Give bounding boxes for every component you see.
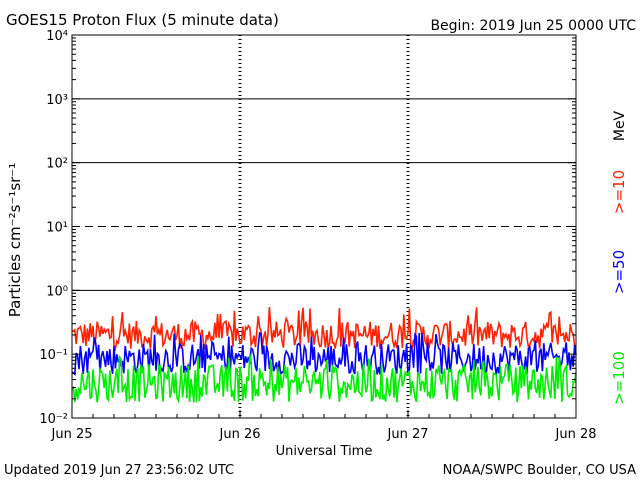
y-tick-label-5: 10³ — [46, 93, 68, 108]
series-line-2 — [71, 354, 577, 404]
begin-label: Begin: 2019 Jun 25 0000 UTC — [430, 18, 636, 34]
legend-entry-1: >=50 — [610, 250, 628, 294]
x-tick-label-3: Jun 28 — [555, 427, 597, 442]
x-tick-label-0: Jun 25 — [51, 427, 93, 442]
x-tick-label-2: Jun 27 — [387, 427, 429, 442]
y-tick-label-2: 10⁰ — [46, 284, 68, 299]
series-group — [71, 306, 577, 404]
legend-entry-2: >=100 — [610, 351, 628, 405]
legend-entry-0: >=10 — [610, 170, 628, 214]
footer-source: NOAA/SWPC Boulder, CO USA — [443, 463, 636, 478]
legend: >=10 >=50 >=100 — [610, 170, 628, 405]
y-tick-label-3: 10¹ — [46, 221, 68, 236]
series-line-1 — [71, 331, 577, 378]
y-tick-label-0: 10⁻² — [39, 412, 68, 427]
x-axis: Jun 25 Jun 26 Jun 27 Jun 28 — [51, 410, 597, 442]
x-axis-label: Universal Time — [276, 444, 373, 459]
y-axis-label: Particles cm⁻²s⁻¹sr⁻¹ — [6, 163, 24, 317]
y-tick-label-1: 10⁻¹ — [39, 348, 68, 363]
unit-label: MeV — [612, 110, 628, 141]
series-line-0 — [71, 306, 577, 352]
y-tick-label-6: 10⁴ — [46, 29, 68, 44]
chart-title: GOES15 Proton Flux (5 minute data) — [6, 11, 279, 29]
x-tick-label-1: Jun 26 — [219, 427, 261, 442]
y-tick-label-4: 10² — [46, 157, 68, 172]
threshold-lines — [72, 98, 576, 291]
y-axis: 10⁻² 10⁻¹ 10⁰ 10¹ 10² 10³ 10⁴ — [39, 29, 576, 427]
footer-updated: Updated 2019 Jun 27 23:56:02 UTC — [4, 463, 234, 478]
